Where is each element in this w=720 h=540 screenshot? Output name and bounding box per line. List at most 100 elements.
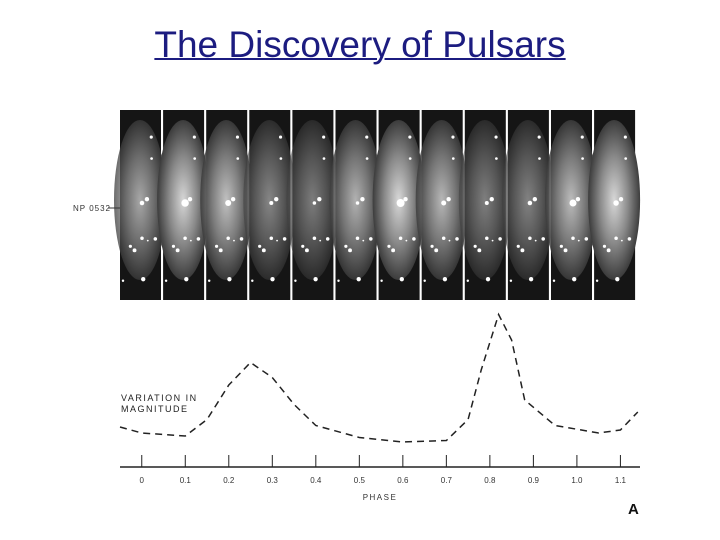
star (434, 248, 439, 253)
x-tick-label: 0.7 (441, 476, 453, 485)
star (150, 157, 153, 160)
star (276, 239, 278, 242)
star (322, 135, 326, 139)
pulsar (139, 200, 145, 206)
star (312, 236, 317, 240)
star (207, 279, 211, 282)
star (337, 279, 340, 282)
star (595, 279, 599, 282)
star (362, 239, 365, 242)
star (627, 237, 632, 241)
star (196, 237, 201, 241)
star (261, 248, 266, 253)
star (233, 239, 235, 242)
star (541, 237, 545, 241)
star (614, 236, 618, 240)
star (218, 248, 223, 253)
star (473, 244, 477, 248)
star (128, 244, 132, 248)
star (624, 157, 628, 160)
y-axis-label: VARIATION IN MAGNITUDE (121, 393, 198, 414)
x-tick-label: 0.8 (484, 476, 496, 485)
x-tick-label: 0.5 (354, 476, 366, 485)
star (581, 157, 584, 160)
nebula (114, 120, 166, 280)
star (571, 236, 575, 240)
star (423, 279, 426, 282)
pulsar (396, 199, 405, 207)
x-tick-label: 0.1 (180, 476, 192, 485)
star (230, 197, 236, 202)
x-axis-label: PHASE (363, 493, 398, 502)
star (537, 135, 541, 139)
star (516, 244, 520, 248)
star (325, 237, 330, 241)
slide-title: The Discovery of Pulsars (154, 24, 566, 65)
pulsar (527, 200, 533, 206)
nebula (243, 120, 296, 280)
star (365, 135, 369, 139)
star (451, 135, 455, 139)
star (509, 279, 513, 282)
pulsar (355, 201, 360, 205)
star (258, 244, 262, 248)
star (348, 248, 352, 253)
star (448, 239, 451, 242)
nebula (588, 120, 641, 280)
star (149, 135, 153, 139)
star (175, 248, 180, 253)
pulsar (613, 200, 619, 206)
star (489, 197, 494, 202)
star (193, 157, 197, 160)
star (446, 197, 451, 202)
star (534, 239, 537, 242)
star (399, 276, 404, 282)
x-tick-label: 0.6 (397, 476, 409, 485)
magnitude-curve (119, 312, 639, 443)
star (391, 248, 396, 253)
star (153, 237, 158, 241)
star (602, 244, 607, 248)
x-tick-label: 1.0 (571, 476, 583, 485)
star (532, 197, 538, 202)
star (317, 197, 322, 202)
star (398, 236, 403, 240)
star (235, 135, 240, 139)
nebula (415, 120, 468, 280)
star (495, 157, 498, 160)
star (227, 276, 232, 282)
star (606, 248, 611, 253)
star (498, 237, 502, 241)
star (164, 279, 168, 282)
star (580, 135, 584, 139)
star (121, 279, 125, 282)
photo-strip (114, 110, 641, 300)
star (146, 239, 149, 242)
nebula (329, 120, 382, 280)
star (226, 236, 230, 240)
star (274, 197, 279, 202)
star (313, 276, 318, 282)
star (559, 244, 563, 248)
star (270, 276, 275, 282)
star (455, 237, 459, 241)
star (214, 244, 219, 248)
star (430, 244, 434, 248)
x-tick-label: 0 (140, 476, 145, 485)
star (171, 244, 176, 248)
star (552, 279, 556, 282)
nebula (286, 120, 339, 280)
pulsar (181, 199, 189, 207)
star (623, 135, 627, 139)
star (344, 244, 348, 248)
nebula (501, 120, 554, 280)
photo-label: NP 0532 (73, 204, 111, 213)
star (236, 157, 240, 160)
star (615, 276, 620, 282)
star (369, 237, 373, 241)
star (304, 248, 309, 253)
star (408, 157, 412, 160)
star (441, 236, 446, 240)
